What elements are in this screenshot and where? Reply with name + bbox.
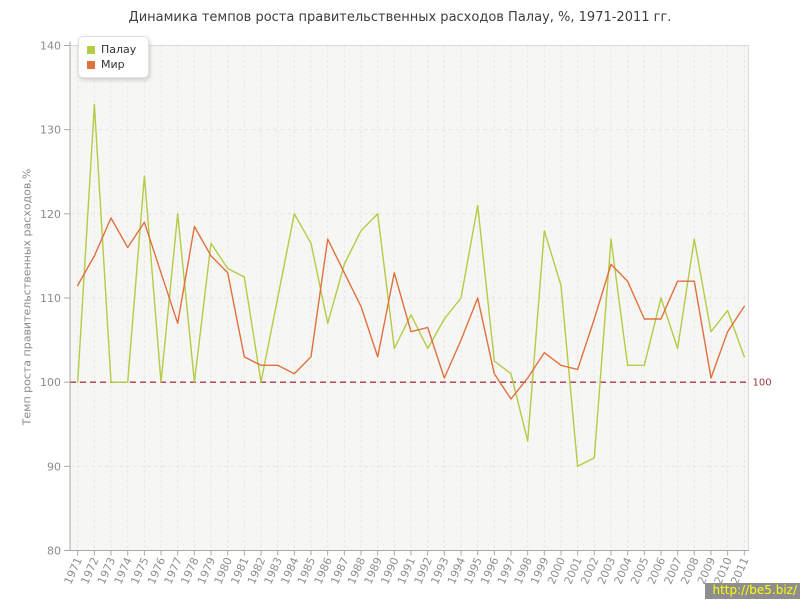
svg-text:120: 120 [40,208,61,221]
x-axis-ticks: 1971197219731974197519761977197819791980… [62,550,752,586]
svg-text:140: 140 [40,40,61,53]
legend-label-palau: Палау [101,43,137,56]
svg-text:110: 110 [40,292,61,305]
legend: Палау Мир [78,36,150,78]
y-axis-ticks: 80 90 100 110 120 130 140 [40,40,70,558]
reference-line-label: 100 [753,378,772,389]
legend-item-palau[interactable]: Палау [87,42,136,57]
chart-title: Динамика темпов роста правительственных … [128,10,672,25]
world-series-swatch-icon [87,60,95,69]
svg-text:130: 130 [40,124,61,137]
watermark-link[interactable]: http://be5.biz/ [705,583,800,599]
legend-item-world[interactable]: Мир [87,57,136,72]
svg-text:100: 100 [40,376,61,389]
series-line-palau [76,103,745,467]
legend-label-world: Мир [101,58,125,71]
palau-series-swatch-icon [87,45,95,54]
series-line-world [76,217,745,400]
svg-text:90: 90 [47,460,61,473]
svg-text:80: 80 [47,545,61,558]
